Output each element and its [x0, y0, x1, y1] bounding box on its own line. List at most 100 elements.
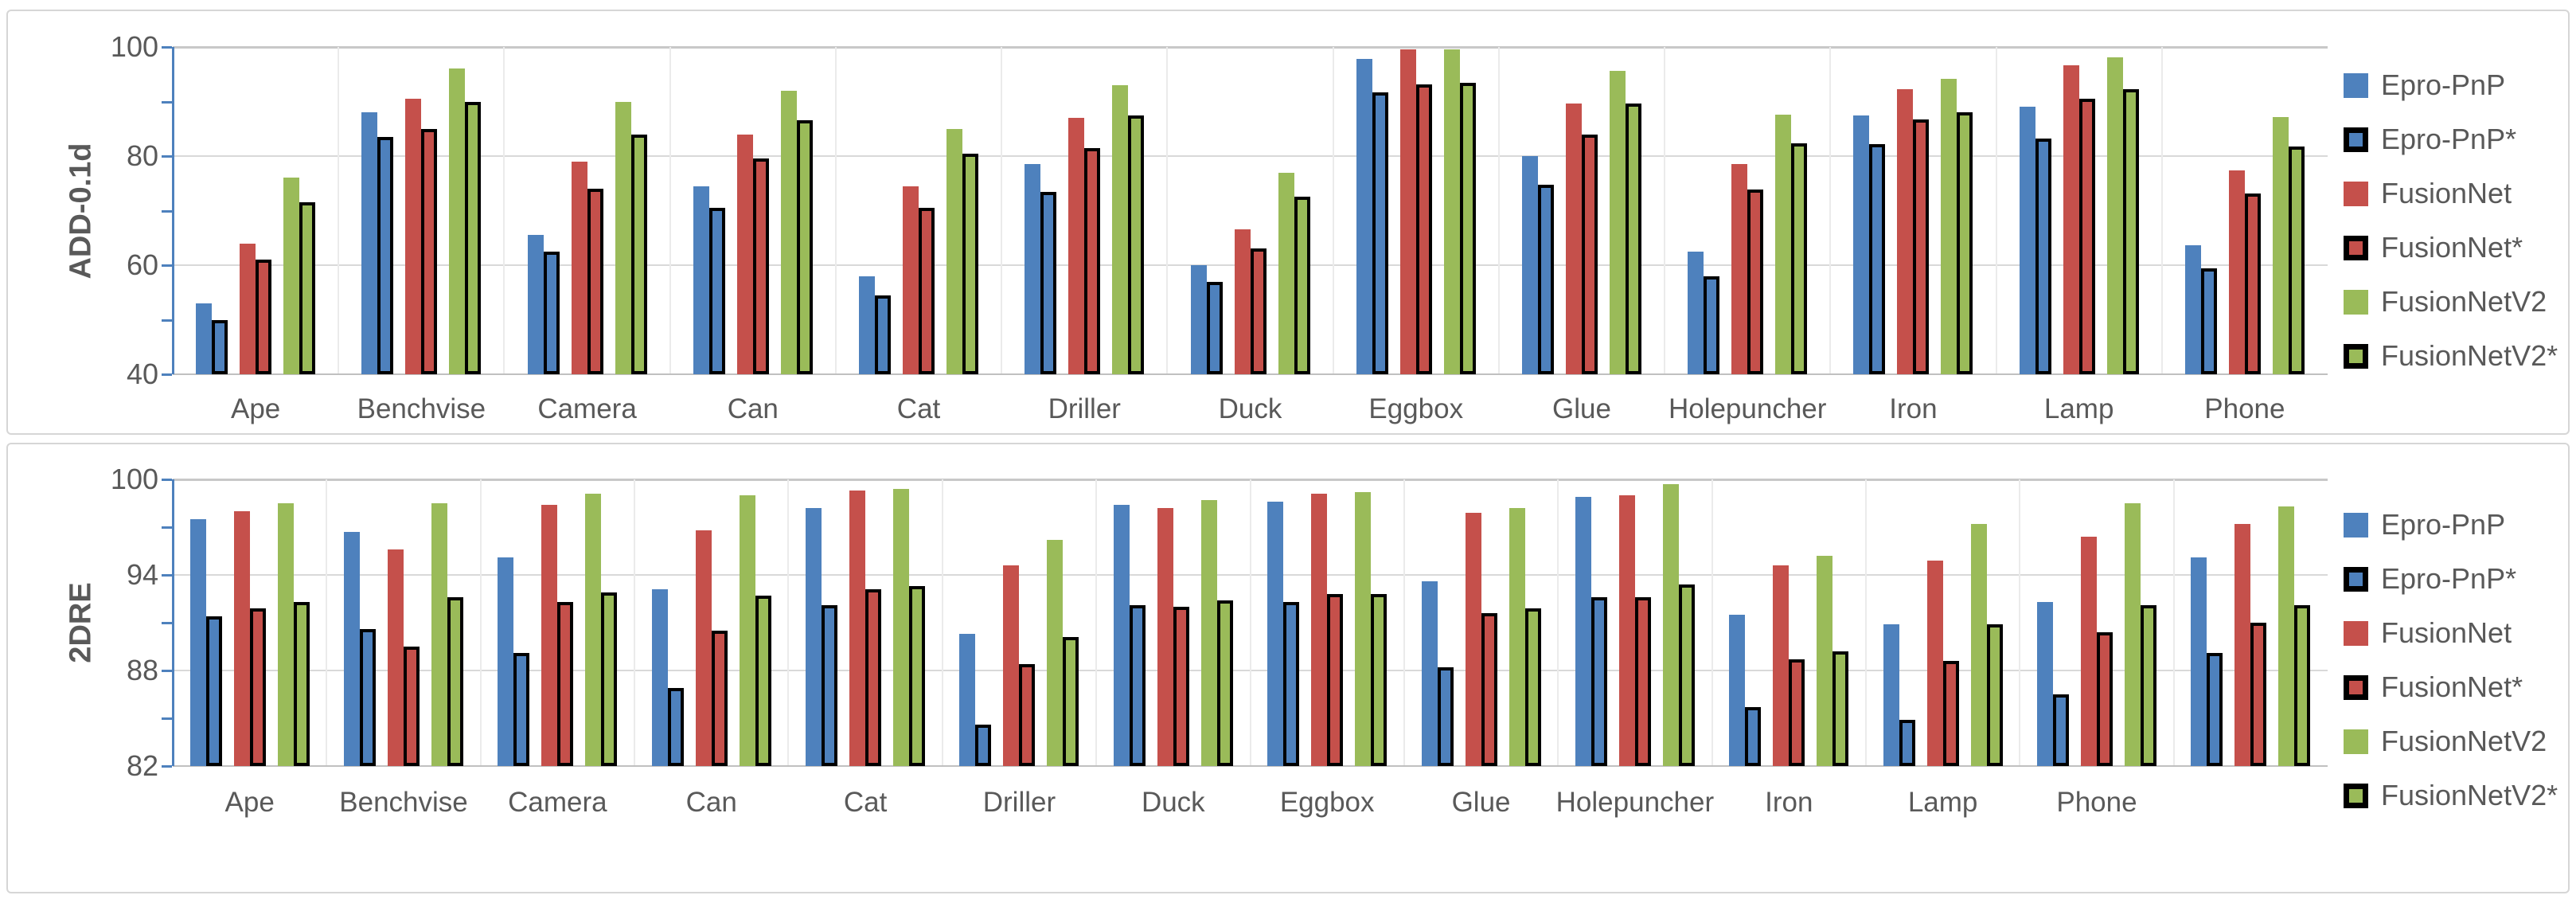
bar-FusionNetV2*-Driller — [1063, 637, 1079, 766]
x-category-label: Benchvise — [339, 787, 468, 818]
bar-FusionNet*-Holepuncher — [1747, 190, 1764, 374]
bar-FusionNetV2-Cat — [946, 128, 963, 374]
bar-Epro-PnP*-Glue — [1437, 667, 1454, 766]
bar-FusionNet-Lamp — [1926, 561, 1943, 766]
bar-FusionNetV2-Ape — [283, 178, 300, 374]
bar-FusionNet-Holepuncher — [1618, 495, 1635, 766]
bar-FusionNet*-Duck — [1250, 248, 1267, 374]
bar-FusionNetV2*-Duck — [1294, 197, 1310, 374]
bar-Epro-PnP-Can — [651, 589, 668, 766]
bar-FusionNet*-Glue — [1481, 613, 1497, 766]
legend-label: FusionNet — [2381, 616, 2512, 649]
gridline-x — [503, 47, 505, 374]
bar-FusionNetV2-Holepuncher — [1775, 114, 1792, 374]
y-axis-tick — [162, 622, 172, 624]
bar-FusionNet-Benchvise — [388, 549, 404, 766]
bar-FusionNetV2-Camera — [615, 101, 631, 374]
y-axis-tick — [162, 765, 172, 768]
plot-area-top — [162, 46, 2328, 376]
y-tick-label: 60 — [126, 248, 158, 281]
x-category-label: Eggbox — [1368, 393, 1464, 424]
x-category-label: Can — [685, 787, 737, 818]
bar-FusionNet*-unlabeled — [2250, 623, 2267, 766]
bar-FusionNetV2-unlabeled — [2278, 506, 2295, 766]
x-category-label: Holepuncher — [1555, 787, 1715, 818]
bar-Epro-PnP-Phone — [2036, 602, 2053, 766]
x-category-label: Glue — [1451, 787, 1511, 818]
bar-Epro-PnP*-Benchvise — [360, 629, 377, 766]
bar-Epro-PnP-Duck — [1190, 265, 1207, 374]
x-axis-line — [173, 373, 2328, 375]
bar-FusionNet*-Lamp — [2078, 99, 2095, 374]
x-category-label: Eggbox — [1279, 787, 1375, 818]
x-category-label: Can — [727, 393, 779, 424]
legend-label: FusionNetV2 — [2381, 285, 2547, 318]
bar-Epro-PnP*-Eggbox — [1283, 602, 1300, 766]
bar-Epro-PnP-Lamp — [1883, 624, 1899, 766]
x-category-label: Cat — [896, 393, 941, 424]
bar-FusionNet*-Ape — [249, 608, 266, 766]
legend-marker-icon — [2344, 620, 2368, 646]
x-category-label: Duck — [1141, 787, 1205, 818]
bar-FusionNetV2*-Eggbox — [1459, 82, 1476, 374]
bar-Epro-PnP-Holepuncher — [1688, 251, 1704, 374]
chart-panel-add01d: ADD-0.1d 40 60 80 100 Ape Benchvise Camera Can C… — [6, 10, 2570, 435]
gridline-x — [1332, 47, 1334, 374]
legend-item-FusionNetV2: FusionNetV2 — [2344, 725, 2547, 758]
bar-FusionNetV2-Duck — [1200, 500, 1217, 766]
bar-FusionNetV2*-Phone — [2140, 605, 2156, 766]
bar-FusionNet-Ape — [233, 511, 250, 766]
x-category-label: Benchvise — [357, 393, 486, 424]
bar-Epro-PnP*-Benchvise — [377, 137, 394, 374]
gridline-x — [1829, 47, 1832, 374]
legend-item-Epro-PnP: Epro-PnP — [2344, 508, 2505, 541]
bar-Epro-PnP*-Can — [667, 688, 684, 766]
legend-marker-icon — [2344, 674, 2368, 700]
bar-Epro-PnP*-Ape — [212, 319, 228, 374]
bar-Epro-PnP-Eggbox — [1267, 502, 1284, 766]
bar-Epro-PnP-Driller — [1025, 164, 1041, 374]
bar-Epro-PnP*-Lamp — [2035, 139, 2051, 374]
bar-FusionNet-Cat — [903, 186, 919, 374]
bar-FusionNetV2-Phone — [2272, 117, 2289, 374]
gridline-x — [2160, 47, 2163, 374]
bar-FusionNet*-Benchvise — [421, 128, 438, 374]
legend-marker-icon — [2344, 343, 2368, 369]
bar-FusionNetV2*-Holepuncher — [1791, 143, 1808, 374]
chart-panel-2dre: 2DRE 82 88 94 100 Ape Benchvise Camera Can Cat Dr… — [6, 443, 2570, 893]
bar-Epro-PnP-Lamp — [2019, 107, 2035, 374]
bar-FusionNet*-Phone — [2096, 632, 2113, 766]
x-category-label: Iron — [1889, 393, 1938, 424]
x-category-label: Duck — [1218, 393, 1282, 424]
bar-Epro-PnP-Glue — [1521, 156, 1538, 374]
bar-FusionNetV2*-Driller — [1128, 115, 1145, 374]
bar-FusionNet*-Ape — [256, 260, 272, 374]
legend-item-FusionNetV2star: FusionNetV2* — [2344, 779, 2558, 812]
bar-Epro-PnP-Can — [693, 186, 709, 374]
bar-FusionNet*-Cat — [865, 589, 882, 766]
bar-FusionNet-Driller — [1003, 565, 1020, 766]
bar-Epro-PnP-Iron — [1853, 115, 1870, 374]
legend-label: Epro-PnP — [2381, 508, 2506, 541]
x-category-label: Cat — [843, 787, 888, 818]
bar-FusionNetV2*-Can — [755, 596, 771, 766]
x-category-label: Camera — [537, 393, 637, 424]
bar-FusionNet*-Iron — [1913, 119, 1930, 374]
bar-Epro-PnP*-Camera — [513, 653, 530, 766]
legend-item-FusionNetV2: FusionNetV2 — [2344, 285, 2547, 319]
bar-FusionNet*-Glue — [1581, 134, 1598, 374]
legend-marker-icon — [2344, 235, 2368, 260]
legend-label: FusionNet* — [2381, 231, 2523, 264]
legend-item-Epro-PnPstar: Epro-PnP* — [2344, 123, 2516, 156]
bar-FusionNet-unlabeled — [2234, 524, 2251, 766]
bar-Epro-PnP-Benchvise — [344, 532, 361, 766]
bar-FusionNetV2-Lamp — [1970, 524, 1987, 766]
gridline-x — [2172, 479, 2175, 766]
bar-Epro-PnP*-Iron — [1869, 143, 1886, 374]
gridline-x — [1557, 479, 1559, 766]
bar-Epro-PnP*-Driller — [975, 725, 992, 766]
bar-FusionNet-Phone — [2228, 170, 2245, 374]
bar-Epro-PnP*-Lamp — [1899, 720, 1915, 766]
bar-FusionNetV2*-Iron — [1957, 111, 1973, 374]
x-axis-line — [173, 765, 2328, 767]
